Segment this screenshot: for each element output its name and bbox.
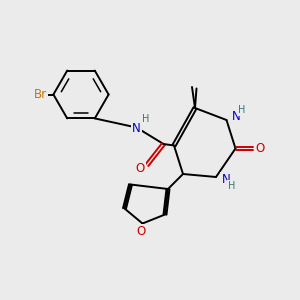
- Text: H: H: [228, 181, 235, 191]
- Text: O: O: [136, 225, 146, 239]
- Text: N: N: [232, 110, 241, 124]
- Text: N: N: [132, 122, 141, 136]
- Text: Br: Br: [34, 88, 47, 101]
- Text: H: H: [238, 105, 246, 116]
- Text: N: N: [221, 173, 230, 186]
- Text: O: O: [256, 142, 265, 155]
- Text: O: O: [136, 162, 145, 175]
- Text: H: H: [142, 114, 150, 124]
